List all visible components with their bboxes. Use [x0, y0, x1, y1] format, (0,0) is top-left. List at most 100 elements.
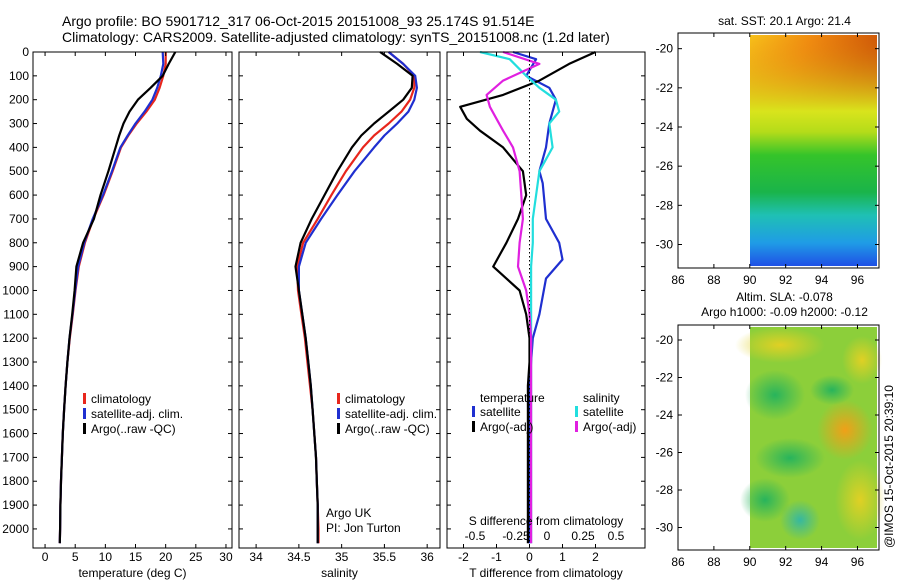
map-y-tick-label: -20	[656, 333, 674, 347]
sst-map-title: sat. SST: 20.1 Argo: 21.4	[718, 14, 851, 28]
x-tick-label: 2	[592, 550, 599, 564]
plot-frame	[238, 51, 441, 549]
y-tick-label: 1800	[2, 474, 29, 488]
x-tick-label: 1	[559, 550, 566, 564]
imos-credit: @IMOS 15-Oct-2015 20:39:10	[882, 385, 896, 548]
x-tick-label: 34	[249, 550, 263, 564]
map-y-tick-label: -24	[656, 120, 674, 134]
y-tick-label: 1600	[2, 427, 29, 441]
map-x-tick-label: 90	[743, 273, 757, 287]
diff-salinity-legend-label: Argo(-adj)	[583, 420, 636, 434]
diff-salinity-legend-label: satellite	[583, 405, 624, 419]
map-y-tick-label: -28	[656, 198, 674, 212]
diff-salinity-legend-title: salinity	[583, 391, 620, 405]
sla-image	[735, 327, 885, 548]
x-tick-label: 5	[72, 550, 79, 564]
map-y-tick-label: -26	[656, 446, 674, 460]
map-x-tick-label: 88	[707, 555, 721, 569]
x-tick-label: 35	[335, 550, 349, 564]
x-tick-label: 0	[42, 550, 49, 564]
map-x-tick-label: 88	[707, 273, 721, 287]
sla-map-frame	[677, 324, 880, 551]
x-tick-label: 20	[159, 550, 173, 564]
y-tick-label: 600	[9, 188, 29, 202]
series-line-argo-raw-qc-	[58, 51, 177, 544]
figure-title-line1: Argo profile: BO 5901712_317 06-Oct-2015…	[62, 13, 535, 29]
x-tick-label: 35.5	[373, 550, 397, 564]
y-tick-label: 1000	[2, 283, 29, 297]
top-tick-label: -0.25	[502, 529, 530, 543]
map-y-tick-label: -22	[656, 371, 674, 385]
argo-uk-annotation: Argo UK	[326, 506, 371, 520]
x-tick-label: 25	[189, 550, 203, 564]
y-tick-label: 0	[22, 45, 29, 59]
y-tick-label: 700	[9, 212, 29, 226]
temperature-legend-label: Argo(..raw -QC)	[91, 422, 176, 436]
map-x-tick-label: 94	[815, 555, 829, 569]
map-x-tick-label: 96	[851, 555, 865, 569]
map-y-tick-label: -30	[656, 521, 674, 535]
sst-image	[750, 35, 877, 266]
series-line-t-satellite	[512, 50, 564, 544]
y-tick-label: 800	[9, 236, 29, 250]
y-tick-label: 900	[9, 260, 29, 274]
x-tick-label: 36	[420, 550, 434, 564]
x-tick-label: 15	[129, 550, 143, 564]
diff-legend-swatch	[472, 421, 475, 432]
plot-frame	[446, 51, 646, 549]
y-tick-label: 1200	[2, 331, 29, 345]
salinity-legend-swatch	[337, 393, 340, 404]
salinity-legend-swatch	[337, 408, 340, 419]
salinity-legend-label: Argo(..raw -QC)	[345, 422, 430, 436]
diff-legend-swatch	[472, 406, 475, 417]
top-axis-label: S difference from climatology	[469, 514, 624, 528]
y-tick-label: 200	[9, 93, 29, 107]
map-x-tick-label: 90	[743, 555, 757, 569]
map-x-tick-label: 92	[779, 273, 793, 287]
temperature-legend-label: climatology	[91, 392, 151, 406]
map-y-tick-label: -28	[656, 483, 674, 497]
x-tick-label: 30	[219, 550, 233, 564]
diff-legend-swatch	[575, 406, 578, 417]
series-line-s-satellite	[479, 50, 561, 544]
salinity-legend-label: climatology	[345, 392, 405, 406]
series-line-s-argo-adj-	[485, 50, 541, 544]
temperature-legend-swatch	[83, 408, 86, 419]
top-tick-label: 0	[544, 529, 551, 543]
temperature-profile	[32, 51, 233, 549]
diff-temperature-legend-label: satellite	[480, 405, 521, 419]
map-x-tick-label: 86	[671, 555, 685, 569]
plot-frame	[32, 51, 233, 549]
series-line-climatology	[296, 51, 416, 544]
map-y-tick-label: -20	[656, 42, 674, 56]
x-axis-label: salinity	[321, 566, 358, 580]
temperature-legend-swatch	[83, 423, 86, 434]
diff-temperature-legend-label: Argo(-adj)	[480, 420, 533, 434]
sla-map-title: Altim. SLA: -0.078	[736, 290, 833, 304]
series-line-satellite-adj-clim-	[58, 51, 165, 544]
map-x-tick-label: 86	[671, 273, 685, 287]
map-x-tick-label: 94	[815, 273, 829, 287]
y-tick-label: 1500	[2, 403, 29, 417]
y-tick-label: 400	[9, 140, 29, 154]
map-x-tick-label: 92	[779, 555, 793, 569]
y-tick-label: 1900	[2, 498, 29, 512]
x-tick-label: 10	[99, 550, 113, 564]
diff-legend-swatch	[575, 421, 578, 432]
x-axis-label: temperature (deg C)	[78, 566, 186, 580]
y-tick-label: 1100	[3, 307, 29, 321]
x-tick-label: 0	[526, 550, 533, 564]
y-tick-label: 300	[9, 117, 29, 131]
sst-map-frame	[677, 32, 880, 269]
figure-title-line2: Climatology: CARS2009. Satellite-adjuste…	[62, 29, 610, 45]
difference-profile	[446, 50, 646, 549]
y-tick-label: 1300	[2, 355, 29, 369]
salinity-legend-label: satellite-adj. clim.	[345, 407, 437, 421]
series-line-climatology	[58, 52, 167, 544]
y-tick-label: 1700	[2, 450, 29, 464]
top-tick-label: 0.25	[571, 529, 595, 543]
x-tick-label: 34.5	[287, 550, 311, 564]
salinity-legend-swatch	[337, 423, 340, 434]
y-tick-label: 100	[9, 69, 29, 83]
